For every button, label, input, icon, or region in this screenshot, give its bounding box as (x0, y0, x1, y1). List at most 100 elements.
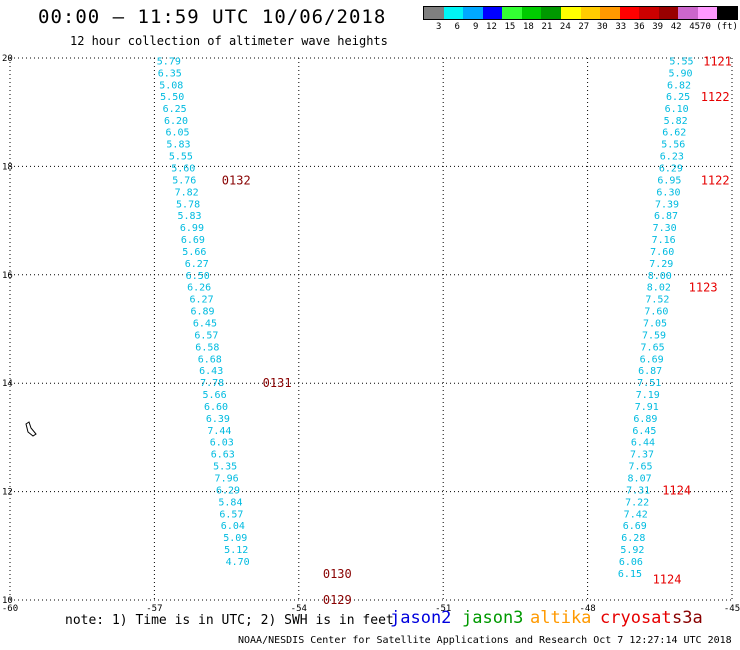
wave-height-label: 5.78 (176, 199, 200, 210)
legend-label: 21 (541, 22, 553, 32)
lon-tick-label: -45 (724, 604, 740, 614)
wave-height-label: 6.62 (662, 128, 686, 139)
wave-height-label: 6.04 (221, 521, 245, 532)
wave-height-label: 7.52 (645, 295, 669, 306)
pass-time-label: 1124 (662, 483, 691, 497)
wave-height-label: 7.16 (652, 235, 676, 246)
legend-swatch (678, 7, 698, 19)
legend-label: 12 (486, 22, 497, 32)
legend-swatch (697, 7, 718, 19)
wave-height-label: 7.44 (207, 426, 231, 437)
wave-height-label: 5.92 (620, 545, 644, 556)
pass-time-label: 1122 (701, 173, 730, 187)
island-outline (25, 421, 37, 437)
lat-tick-label: 10 (2, 596, 13, 606)
lon-tick-label: -54 (291, 604, 307, 614)
legend-swatch (639, 7, 659, 19)
wave-height-label: 6.87 (654, 211, 678, 222)
wave-height-label: 6.05 (165, 128, 189, 139)
wave-height-label: 6.89 (633, 414, 657, 425)
wave-height-label: 6.25 (666, 92, 690, 103)
wave-height-label: 6.45 (193, 318, 217, 329)
legend-swatch (619, 7, 640, 19)
wave-height-label: 7.59 (642, 330, 666, 341)
wave-height-label: 5.55 (669, 57, 693, 68)
legend-swatch (717, 7, 737, 19)
wave-height-label: 6.35 (158, 69, 182, 80)
legend-swatch (580, 7, 601, 19)
legend-label: 3 (436, 22, 442, 32)
legend-swatch (463, 7, 483, 19)
satellite-label-jason3: jason3 (462, 608, 524, 628)
wave-height-label: 7.82 (175, 187, 199, 198)
legend-swatch (658, 7, 679, 19)
wave-height-label: 6.25 (163, 104, 187, 115)
wave-height-label: 6.50 (186, 271, 210, 282)
legend-swatch (521, 7, 542, 19)
note-text: note: 1) Time is in UTC; 2) SWH is in fe… (65, 613, 394, 628)
legend-label: 18 (522, 22, 534, 32)
legend-label: 24 (559, 22, 571, 32)
legend-label: 6 (454, 22, 460, 32)
wave-height-label: 6.15 (618, 569, 642, 580)
satellite-label-jason2: jason2 (390, 608, 452, 628)
wave-height-label: 7.37 (630, 450, 654, 461)
wave-height-label: 7.51 (637, 378, 661, 389)
wave-height-label: 8.00 (648, 271, 672, 282)
wave-height-label: 6.28 (621, 533, 645, 544)
wave-height-label: 6.58 (195, 342, 219, 353)
legend-label: 39 (652, 22, 664, 32)
satellite-label-altika: altika (530, 608, 592, 628)
pass-time-label: 0129 (323, 593, 352, 607)
map-title: 00:00 – 11:59 UTC 10/06/2018 (38, 6, 387, 28)
legend-label: 36 (633, 22, 645, 32)
wave-height-label: 7.19 (636, 390, 660, 401)
wave-height-label: 5.82 (664, 116, 688, 127)
wave-height-label: 6.39 (206, 414, 230, 425)
lat-tick-label: 18 (2, 162, 13, 172)
satellite-label-s3a: s3a (672, 608, 703, 628)
legend-label: 33 (615, 22, 627, 32)
legend-swatch (502, 7, 522, 19)
wave-height-label: 6.26 (187, 283, 211, 294)
wave-height-label: 5.09 (223, 533, 247, 544)
pass-time-label: 0131 (263, 376, 292, 390)
legend-label: 27 (578, 22, 590, 32)
wave-height-label: 6.87 (638, 366, 662, 377)
wave-height-label: 7.30 (653, 223, 677, 234)
wave-height-label: 7.22 (625, 497, 649, 508)
pass-time-label: 0132 (222, 173, 251, 187)
wave-height-label: 7.91 (635, 402, 659, 413)
lon-tick-label: -51 (435, 604, 451, 614)
wave-height-label: 5.90 (668, 69, 692, 80)
pass-time-label: 0130 (323, 567, 352, 581)
wave-height-label: 7.65 (628, 462, 652, 473)
wave-height-label: 7.39 (655, 199, 679, 210)
wave-height-label: 6.44 (631, 438, 655, 449)
wave-height-label: 6.68 (198, 354, 222, 365)
wave-height-label: 6.63 (211, 450, 235, 461)
wave-height-label: 5.76 (172, 175, 196, 186)
lat-tick-label: 14 (2, 379, 13, 389)
wave-height-label: 5.84 (218, 497, 242, 508)
pass-time-label: 1122 (701, 90, 730, 104)
legend-swatch (541, 7, 561, 19)
wave-height-label: 6.57 (194, 330, 218, 341)
wave-height-label: 7.60 (644, 307, 668, 318)
wave-height-label: 6.30 (656, 187, 680, 198)
legend-swatch (560, 7, 581, 19)
wave-height-label: 6.43 (199, 366, 223, 377)
legend-swatch (443, 7, 464, 19)
wave-height-label: 6.57 (219, 509, 243, 520)
legend-label: 45 (689, 22, 701, 32)
wave-height-label: 7.96 (215, 474, 239, 485)
wave-height-label: 6.69 (623, 521, 647, 532)
lat-tick-label: 20 (2, 54, 13, 64)
wave-height-label: 8.02 (647, 283, 671, 294)
wave-height-label: 7.78 (200, 378, 224, 389)
wave-height-label: 5.83 (166, 140, 190, 151)
footer-credit: NOAA/NESDIS Center for Satellite Applica… (238, 635, 732, 646)
satellite-label-cryosat: cryosat (600, 608, 672, 628)
